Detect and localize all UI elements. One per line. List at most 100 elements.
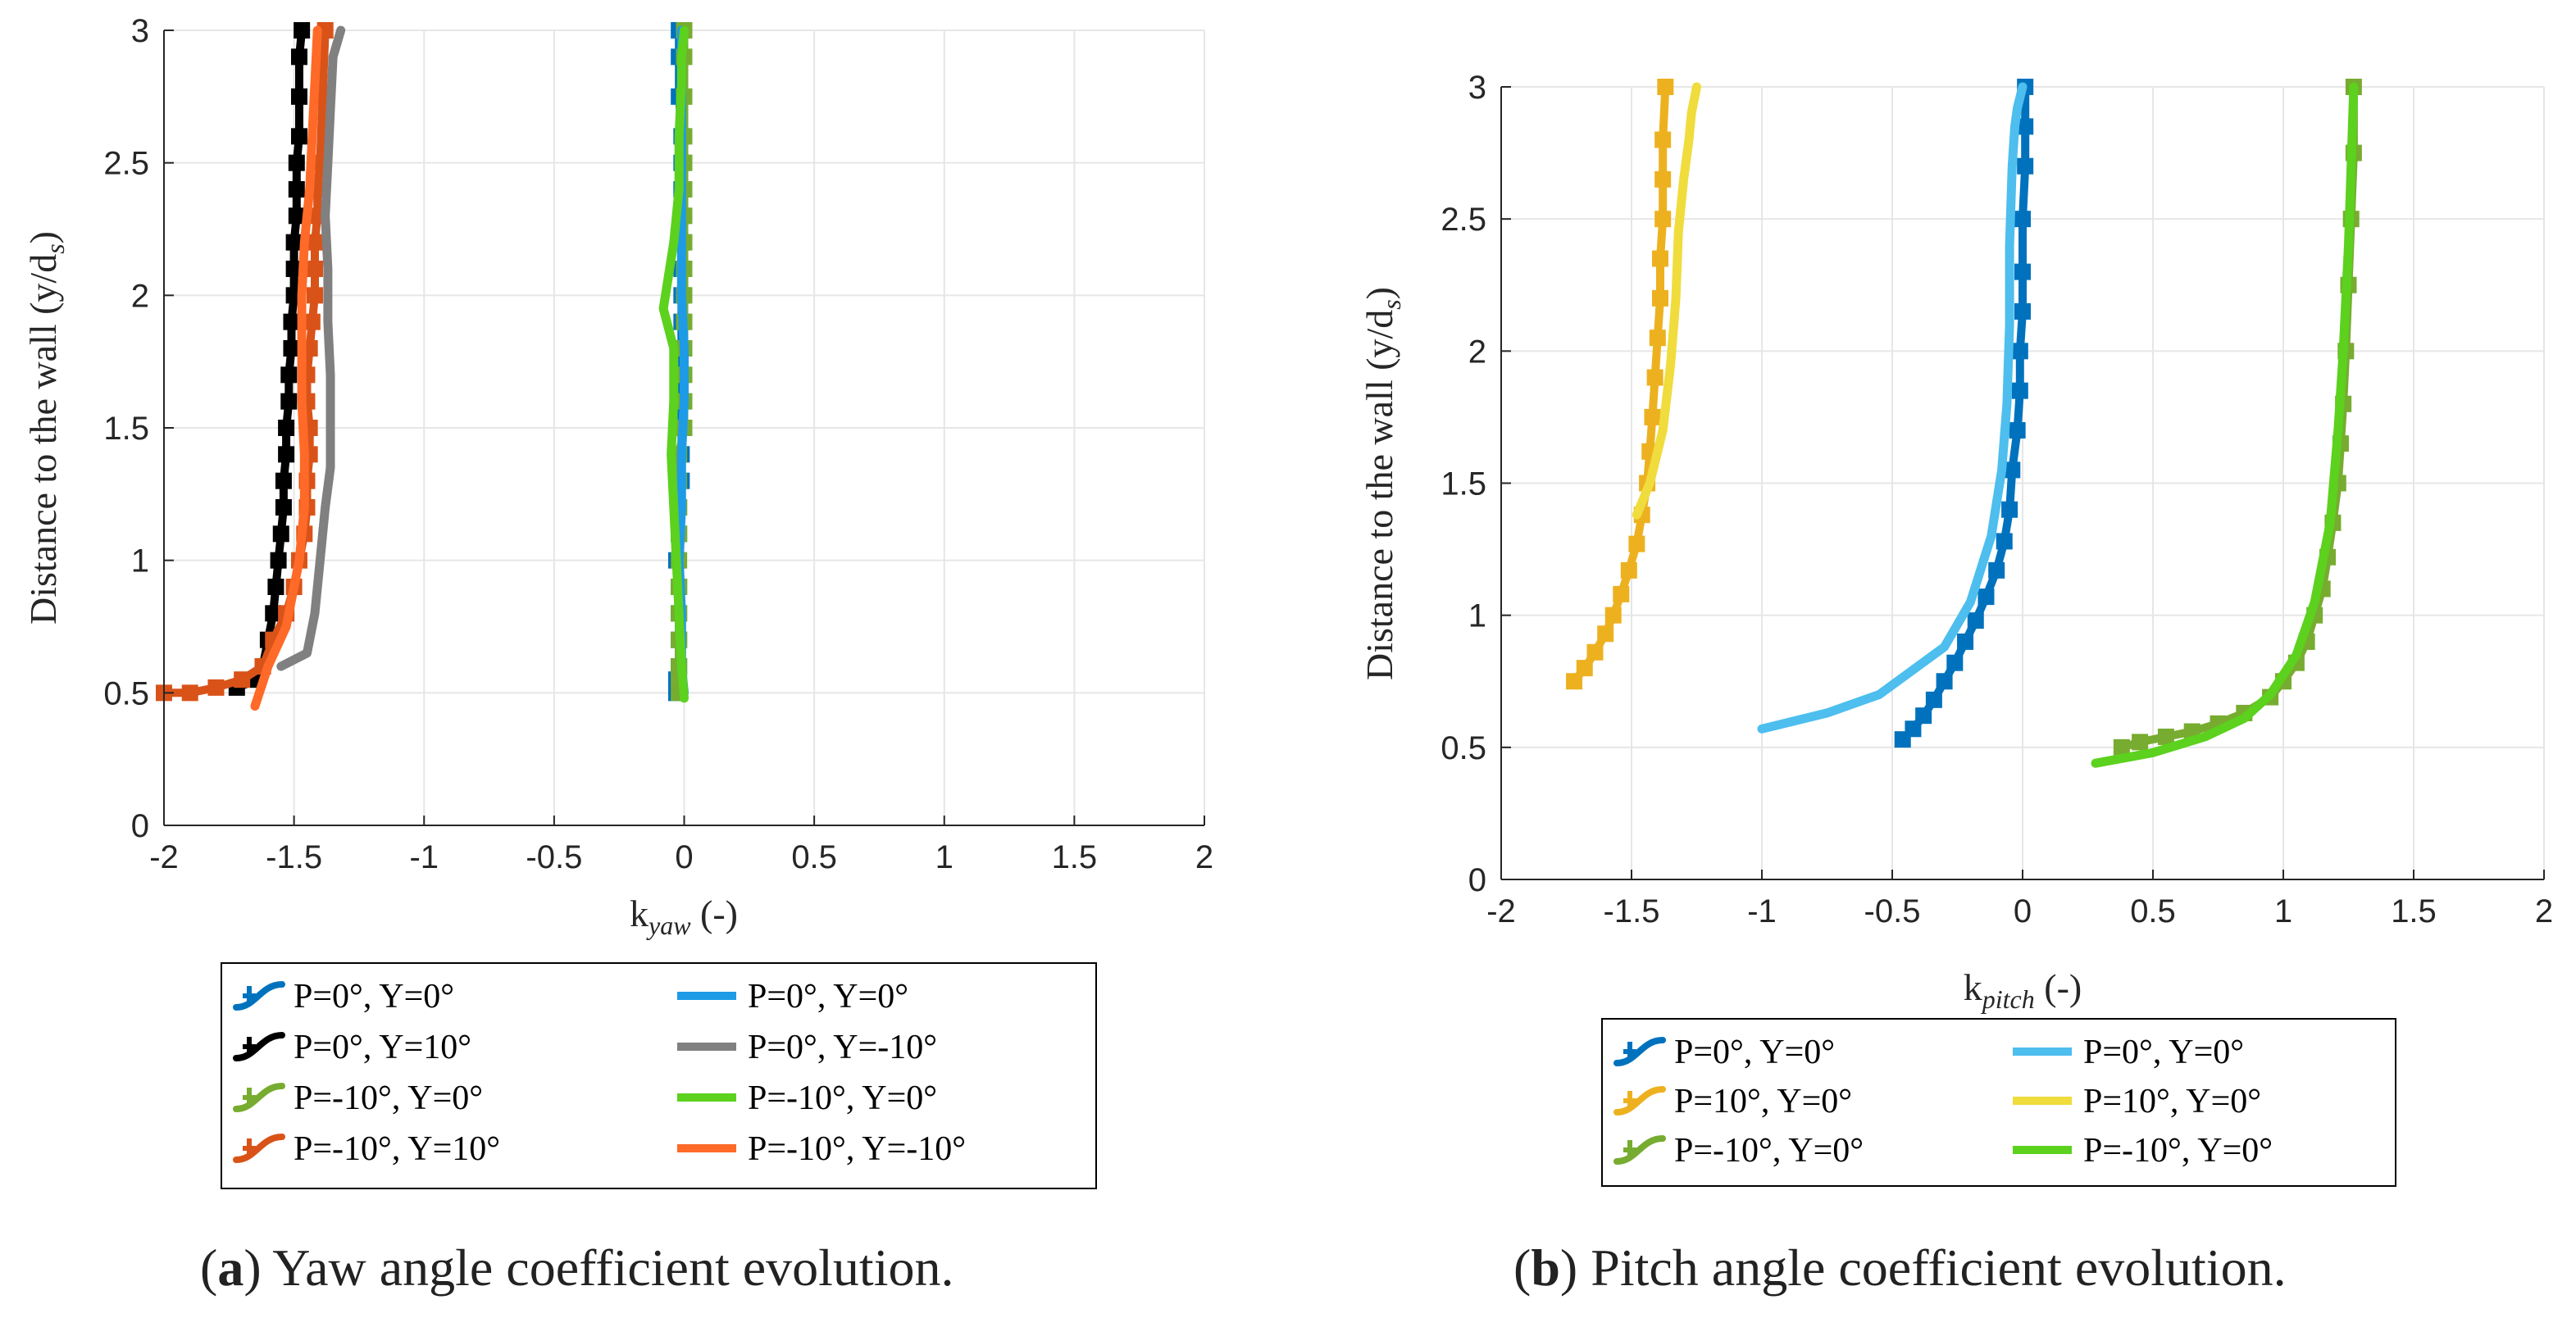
pitch-legend-label-4: P=10°, Y=0° xyxy=(2083,1083,2261,1120)
yaw-series-1-point xyxy=(285,261,303,277)
yaw-legend-swatch-0 xyxy=(233,981,285,1011)
pitch-series-1-point xyxy=(1654,211,1672,228)
yaw-legend-label-4: P=0°, Y=0° xyxy=(748,978,908,1016)
pitch-legend-item-1: P=10°, Y=0° xyxy=(1613,1083,1852,1120)
pitch-series-1-point xyxy=(1628,535,1645,552)
pitch-series-0-point xyxy=(1957,633,1974,650)
yaw-x-tick-label: 1.5 xyxy=(1052,839,1098,875)
yaw-series-3-point xyxy=(234,671,251,688)
pitch-series-0-point xyxy=(2009,422,2026,439)
pitch-x-tick-label: 0 xyxy=(2014,893,2032,929)
pitch-y-tick-label: 3 xyxy=(1468,70,1486,106)
pitch-series-1-point xyxy=(1646,369,1663,386)
yaw-x-tick-label: -2 xyxy=(149,839,179,875)
pitch-series-1-point xyxy=(1651,250,1668,267)
yaw-legend-item-2: P=-10°, Y=0° xyxy=(233,1079,483,1117)
pitch-legend-item-5: P=-10°, Y=0° xyxy=(2013,1132,2273,1170)
pitch-legend-swatch-0 xyxy=(1613,1037,1666,1066)
pitch-series-0-point xyxy=(2014,302,2031,320)
pitch-y-tick-label: 2 xyxy=(1468,334,1486,370)
yaw-series-1-point xyxy=(280,366,298,384)
yaw-legend-label-2: P=-10°, Y=0° xyxy=(294,1079,483,1117)
yaw-legend-swatch-1 xyxy=(233,1032,285,1061)
yaw-x-tick-label: 1 xyxy=(935,839,953,875)
yaw-y-tick-label: 1 xyxy=(131,543,149,579)
yaw-y-tick-label: 0.5 xyxy=(103,675,149,711)
yaw-legend-label-0: P=0°, Y=0° xyxy=(294,978,454,1016)
yaw-series-1-point xyxy=(290,48,307,66)
yaw-series-1-point xyxy=(275,499,292,516)
pitch-y-axis-label-sub: s xyxy=(1377,299,1406,309)
yaw-legend-label-7: P=-10°, Y=-10° xyxy=(748,1130,966,1168)
yaw-legend-item-6: P=-10°, Y=0° xyxy=(677,1079,937,1117)
pitch-legend-swatch-1 xyxy=(1613,1086,1666,1116)
yaw-legend-label-1: P=0°, Y=10° xyxy=(294,1029,471,1066)
caption-b: (b) Pitch angle coefficient evolution. xyxy=(1513,1238,2287,1298)
pitch-series-1-point xyxy=(1597,625,1614,643)
caption-a-open: ( xyxy=(200,1238,218,1297)
caption-b-open: ( xyxy=(1513,1238,1531,1297)
yaw-series-1-point xyxy=(267,579,284,595)
yaw-legend-item-7: P=-10°, Y=-10° xyxy=(677,1130,966,1168)
yaw-series-1-point xyxy=(288,207,305,225)
pitch-x-axis-label: kpitch (-) xyxy=(1964,966,2082,1014)
yaw-series-1-point xyxy=(265,605,282,622)
pitch-series-1-point xyxy=(1649,329,1666,347)
yaw-series-1-point xyxy=(278,446,295,463)
yaw-series-1-point xyxy=(275,472,292,489)
pitch-legend-item-3: P=0°, Y=0° xyxy=(2013,1034,2244,1071)
yaw-legend-item-5: P=0°, Y=-10° xyxy=(677,1029,937,1066)
pitch-x-tick-label: -2 xyxy=(1486,893,1516,929)
pitch-series-1-point xyxy=(1651,289,1668,307)
pitch-series-1-point xyxy=(1657,79,1674,95)
yaw-series-group xyxy=(156,22,693,711)
pitch-x-axis-label-sub: pitch xyxy=(1981,984,2035,1014)
yaw-legend-label-6: P=-10°, Y=0° xyxy=(748,1079,937,1117)
pitch-series-0-point xyxy=(1925,691,1942,708)
pitch-series-line-5 xyxy=(2091,82,2359,768)
yaw-y-axis-label: Distance to the wall (y/ds) xyxy=(22,231,70,625)
pitch-series-0-point xyxy=(2014,211,2031,228)
pitch-series-0-point xyxy=(2014,263,2031,280)
yaw-series-3-point xyxy=(303,313,321,330)
yaw-legend-item-4: P=0°, Y=0° xyxy=(677,978,908,1016)
yaw-series-1-point xyxy=(285,234,303,251)
caption-a: (a) Yaw angle coefficient evolution. xyxy=(200,1238,953,1298)
pitch-series-0-point xyxy=(1946,654,1964,671)
yaw-legend-swatch-3 xyxy=(233,1134,285,1163)
pitch-x-tick-label: 0.5 xyxy=(2130,893,2176,929)
pitch-legend-label-2: P=-10°, Y=0° xyxy=(1674,1132,1864,1170)
yaw-series-3-point xyxy=(307,287,324,304)
pitch-series-1-point xyxy=(1613,585,1630,602)
yaw-y-axis-label-sub: s xyxy=(40,243,70,253)
caption-b-text: Pitch angle coefficient evolution. xyxy=(1577,1238,2287,1297)
yaw-series-1-point xyxy=(288,154,305,171)
yaw-legend: P=0°, Y=0° P=0°, Y=10° P=-10°, Y=0° P=-10°,… xyxy=(221,962,1097,1189)
pitch-y-tick-label: 0.5 xyxy=(1440,730,1486,766)
pitch-y-axis-label-suffix: ) xyxy=(1359,287,1400,299)
caption-a-text: Yaw angle coefficient evolution. xyxy=(261,1238,954,1297)
pitch-series-line-4 xyxy=(1632,82,1701,520)
pitch-x-tick-label: 1 xyxy=(2274,893,2292,929)
yaw-x-tick-label: 0.5 xyxy=(791,839,837,875)
caption-a-letter: a xyxy=(217,1238,244,1297)
yaw-x-axis-label-suffix: (-) xyxy=(691,893,738,934)
pitch-series-1-point xyxy=(1586,643,1604,661)
pitch-legend-label-1: P=10°, Y=0° xyxy=(1674,1083,1852,1120)
pitch-series-1-point xyxy=(1654,170,1672,188)
yaw-series-line-5 xyxy=(276,25,346,671)
pitch-series-0-point xyxy=(2017,157,2034,175)
pitch-series-1-point xyxy=(1654,131,1672,148)
pitch-x-tick-label: -1.5 xyxy=(1604,893,1660,929)
pitch-series-0-point xyxy=(1978,588,1995,606)
yaw-legend-swatch-2 xyxy=(233,1083,285,1112)
yaw-series-3-point xyxy=(181,684,198,702)
pitch-legend-label-5: P=-10°, Y=0° xyxy=(2083,1132,2273,1170)
pitch-legend-swatch-2 xyxy=(1613,1135,1666,1165)
yaw-series-1-point xyxy=(272,525,289,543)
caption-b-letter: b xyxy=(1531,1238,1560,1297)
pitch-series-0-point xyxy=(2011,382,2028,399)
yaw-series-1-point xyxy=(283,313,300,330)
yaw-legend-item-3: P=-10°, Y=10° xyxy=(233,1130,500,1168)
